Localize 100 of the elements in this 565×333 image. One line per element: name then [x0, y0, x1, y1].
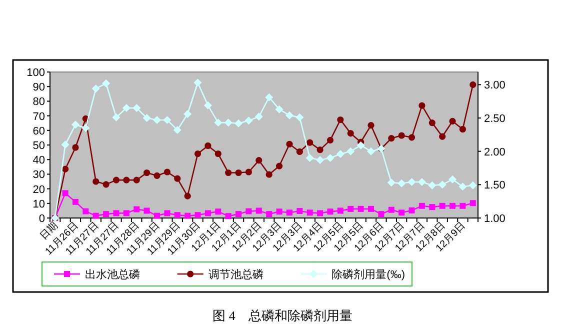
point [82, 208, 89, 214]
point [337, 208, 344, 214]
point [142, 114, 151, 122]
point [470, 81, 476, 88]
point [92, 178, 100, 185]
point [184, 212, 191, 219]
point [265, 93, 274, 102]
point [153, 116, 161, 124]
point [387, 178, 396, 187]
point [347, 130, 354, 137]
point [154, 172, 160, 179]
point [214, 118, 222, 127]
point [408, 207, 415, 214]
point [459, 126, 466, 133]
point [122, 104, 130, 112]
point [285, 111, 294, 120]
point [225, 169, 232, 176]
point [368, 206, 374, 212]
point [356, 141, 365, 150]
point [346, 147, 355, 156]
point [225, 213, 232, 220]
point [398, 210, 405, 216]
point [468, 181, 477, 190]
point [348, 206, 354, 212]
point [337, 116, 344, 124]
y-tick-label: 90 [32, 82, 45, 94]
point [174, 175, 181, 182]
point [164, 168, 170, 176]
text: 图 4 总磷和除磷剂用量 [212, 308, 352, 323]
point [112, 176, 120, 184]
point [103, 211, 110, 218]
point [244, 116, 253, 125]
point [368, 122, 374, 129]
point [134, 206, 140, 212]
point [296, 208, 303, 214]
point [286, 140, 293, 148]
point [326, 154, 334, 162]
point [448, 175, 457, 184]
point [71, 120, 80, 129]
point [296, 113, 304, 122]
y-tick-label: 70 [32, 110, 45, 123]
point [184, 110, 192, 118]
point [123, 176, 130, 184]
point [388, 134, 395, 142]
point [306, 210, 313, 216]
point [102, 181, 110, 188]
point [398, 179, 406, 188]
point [398, 132, 405, 139]
point [72, 144, 79, 151]
point [439, 202, 446, 209]
point [316, 156, 324, 164]
point [62, 190, 68, 196]
point [336, 150, 344, 158]
y-tick-label: 10 [32, 198, 45, 210]
point [317, 210, 324, 216]
y2-tick-label: 2.00 [484, 146, 506, 158]
y-tick-label: 50 [32, 140, 45, 152]
point [378, 211, 384, 218]
point [194, 78, 202, 87]
y-tick-label: 80 [32, 96, 45, 108]
point [408, 178, 416, 186]
point [449, 118, 456, 124]
point [276, 162, 283, 170]
point [173, 126, 182, 134]
point [429, 204, 436, 210]
point [460, 202, 466, 209]
point [61, 140, 70, 149]
y2-tick-label: 3.00 [484, 80, 506, 92]
point [266, 171, 272, 178]
point [194, 212, 201, 218]
point [92, 212, 99, 219]
point [428, 181, 436, 190]
point [458, 182, 467, 191]
point [235, 169, 242, 176]
point [418, 178, 426, 186]
y-tick-label: 100 [26, 67, 45, 79]
point [327, 208, 334, 215]
y2-tick-label: 1.50 [484, 180, 506, 192]
point [164, 210, 170, 216]
point [236, 211, 242, 218]
point [113, 210, 120, 216]
point [174, 212, 180, 218]
legend-label: 调节池总磷 [208, 268, 264, 281]
point [254, 112, 263, 121]
point [215, 208, 222, 215]
point [133, 176, 140, 184]
point [92, 84, 100, 93]
point [163, 116, 172, 124]
point [72, 198, 78, 205]
point [439, 133, 446, 140]
point [123, 210, 130, 216]
point [245, 168, 252, 176]
point [144, 169, 150, 176]
point [204, 142, 212, 150]
point [82, 124, 90, 132]
y-tick-label: 30 [32, 169, 45, 182]
y-tick-label: 40 [32, 154, 45, 167]
point [450, 202, 456, 209]
point [276, 208, 282, 215]
point [428, 120, 436, 126]
